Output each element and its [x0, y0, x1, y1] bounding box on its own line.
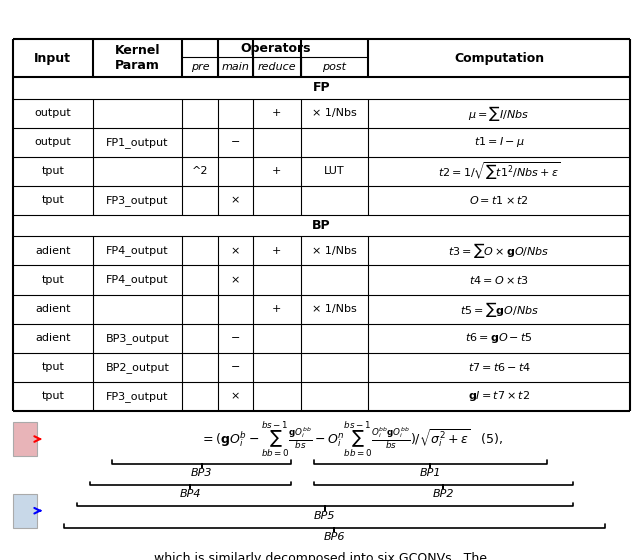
- Text: ×: ×: [230, 275, 240, 285]
- Text: Computation: Computation: [454, 52, 544, 65]
- Text: FP3_output: FP3_output: [106, 391, 169, 402]
- Text: FP: FP: [313, 81, 330, 95]
- Text: +: +: [272, 304, 282, 314]
- Text: BP: BP: [312, 219, 331, 232]
- Text: FP1_output: FP1_output: [106, 137, 169, 148]
- Text: BP2: BP2: [433, 489, 454, 500]
- Text: tput: tput: [42, 362, 64, 372]
- Text: BP5: BP5: [314, 511, 335, 521]
- Text: +: +: [272, 108, 282, 118]
- Text: +: +: [272, 166, 282, 176]
- Text: BP3_output: BP3_output: [106, 333, 170, 344]
- Text: Input: Input: [35, 52, 71, 65]
- Text: ×: ×: [230, 391, 240, 402]
- Text: output: output: [35, 108, 71, 118]
- Text: BP4: BP4: [180, 489, 201, 500]
- Text: $t7 = t6 - t4$: $t7 = t6 - t4$: [468, 361, 531, 374]
- Text: Operators: Operators: [240, 42, 310, 55]
- Text: BP2_output: BP2_output: [106, 362, 170, 373]
- Text: ×: ×: [230, 195, 240, 206]
- Text: output: output: [35, 137, 71, 147]
- Text: Kernel
Param: Kernel Param: [115, 44, 161, 72]
- Text: adient: adient: [35, 246, 70, 256]
- Text: × 1/Nbs: × 1/Nbs: [312, 108, 356, 118]
- Text: +: +: [272, 246, 282, 256]
- Text: $t6 = \mathbf{g}O - t5$: $t6 = \mathbf{g}O - t5$: [465, 332, 533, 346]
- Text: $\mathbf{g}I = t7 \times t2$: $\mathbf{g}I = t7 \times t2$: [468, 390, 531, 404]
- Text: tput: tput: [42, 275, 64, 285]
- Text: −: −: [230, 333, 240, 343]
- Text: $t5 = \sum \mathbf{g}O/Nbs$: $t5 = \sum \mathbf{g}O/Nbs$: [460, 300, 539, 319]
- Text: × 1/Nbs: × 1/Nbs: [312, 304, 356, 314]
- Text: reduce: reduce: [257, 62, 296, 72]
- Text: $t4 = O \times t3$: $t4 = O \times t3$: [469, 274, 529, 286]
- Bar: [13, 494, 37, 528]
- Text: FP3_output: FP3_output: [106, 195, 169, 206]
- Text: ^2: ^2: [192, 166, 208, 176]
- Bar: [13, 422, 37, 456]
- Text: ×: ×: [230, 246, 240, 256]
- Text: BP1: BP1: [420, 468, 441, 478]
- Text: −: −: [230, 362, 240, 372]
- Text: $O = t1 \times t2$: $O = t1 \times t2$: [469, 194, 529, 207]
- Text: FP4_output: FP4_output: [106, 245, 169, 256]
- Text: main: main: [221, 62, 249, 72]
- Text: $t1 = I - \mu$: $t1 = I - \mu$: [474, 136, 525, 150]
- Text: BP3: BP3: [191, 468, 212, 478]
- Text: adient: adient: [35, 333, 70, 343]
- Text: post: post: [323, 62, 346, 72]
- Text: −: −: [230, 137, 240, 147]
- Text: $= (\mathbf{g}O_i^b - \sum_{bb=0}^{bs-1}\frac{\mathbf{g}O_i^{bb}}{bs} - O_i^n\su: $= (\mathbf{g}O_i^b - \sum_{bb=0}^{bs-1}…: [200, 419, 504, 459]
- Text: BP6: BP6: [324, 532, 345, 542]
- Text: FP4_output: FP4_output: [106, 274, 169, 286]
- Text: $t2 = 1/\sqrt{\sum t1^2/Nbs+\varepsilon}$: $t2 = 1/\sqrt{\sum t1^2/Nbs+\varepsilon}…: [438, 161, 561, 182]
- Text: LUT: LUT: [324, 166, 345, 176]
- Text: adient: adient: [35, 304, 70, 314]
- Text: $\mu = \sum I/Nbs$: $\mu = \sum I/Nbs$: [468, 104, 530, 123]
- Text: tput: tput: [42, 195, 64, 206]
- Text: tput: tput: [42, 391, 64, 402]
- Text: tput: tput: [42, 166, 64, 176]
- Text: $t3 = \sum O \times \mathbf{g}O/Nbs$: $t3 = \sum O \times \mathbf{g}O/Nbs$: [449, 241, 550, 260]
- Text: pre: pre: [191, 62, 209, 72]
- Text: × 1/Nbs: × 1/Nbs: [312, 246, 356, 256]
- Text: which is similarly decomposed into six GCONVs.  The: which is similarly decomposed into six G…: [154, 552, 486, 560]
